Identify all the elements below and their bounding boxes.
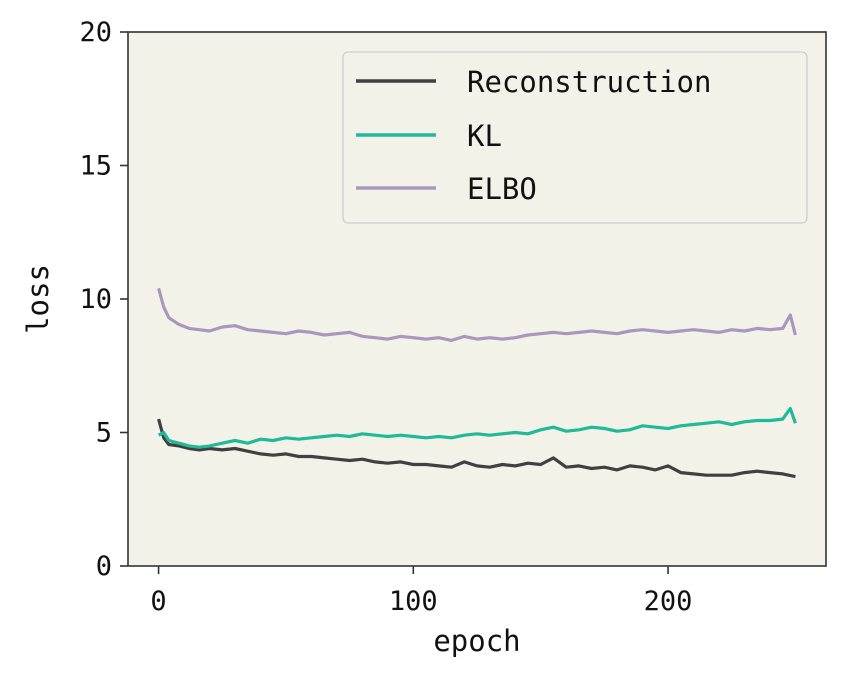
y-tick-label: 15 (79, 151, 112, 182)
x-tick-label: 100 (389, 586, 438, 617)
series-line-kl (157, 406, 797, 449)
series-layer (157, 287, 797, 479)
series-line-reconstruction (157, 418, 796, 479)
legend-label-elbo: ELBO (467, 172, 537, 206)
legend: Reconstruction KL ELBO (342, 51, 808, 224)
legend-label-reconstruction: Reconstruction (467, 65, 711, 99)
x-axis: 0 100 200 (150, 566, 692, 617)
y-tick-label: 0 (96, 551, 112, 582)
y-tick-label: 5 (96, 418, 112, 449)
x-axis-label: epoch (433, 624, 520, 658)
y-axis: 0 5 10 15 20 (79, 17, 128, 582)
series-line-elbo (157, 287, 797, 342)
y-tick-label: 10 (79, 284, 112, 315)
y-tick-label: 20 (79, 17, 112, 48)
legend-box (342, 51, 808, 224)
legend-label-kl: KL (467, 119, 502, 153)
y-axis-label: loss (21, 264, 55, 334)
x-tick-label: 0 (150, 586, 166, 617)
x-tick-label: 200 (644, 586, 693, 617)
